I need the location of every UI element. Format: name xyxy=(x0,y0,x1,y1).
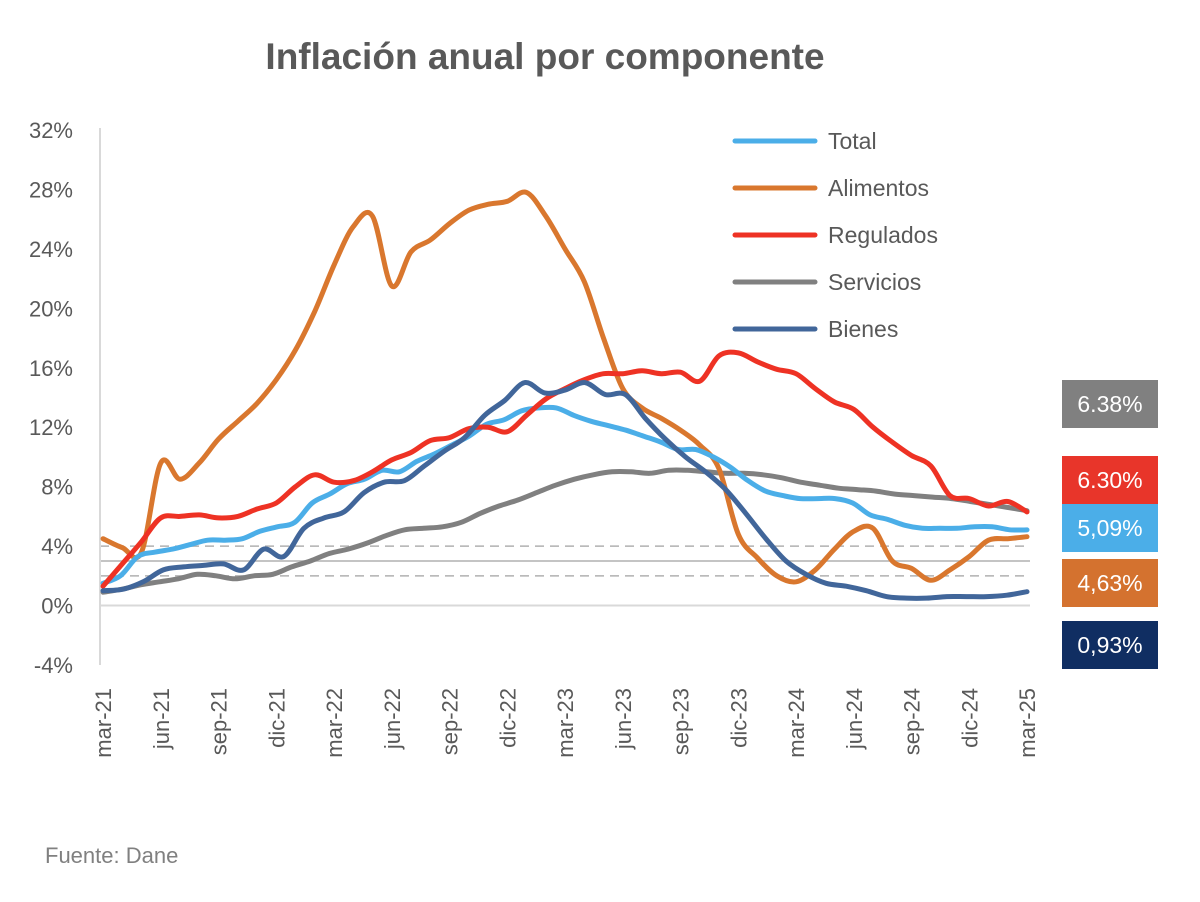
legend: Total Alimentos Regulados Servicios Bienes xyxy=(732,128,938,342)
y-axis-ticks: -4% 0% 4% 8% 12% 16% 20% 24% 28% 32% xyxy=(29,118,73,678)
y-tick-label: 24% xyxy=(29,237,73,262)
legend-label-servicios: Servicios xyxy=(828,269,921,295)
source-note: Fuente: Dane xyxy=(45,843,179,868)
x-tick-label: jun-23 xyxy=(611,688,636,750)
legend-label-alimentos: Alimentos xyxy=(828,175,929,201)
y-tick-label: 12% xyxy=(29,415,73,440)
x-tick-label: dic-21 xyxy=(264,688,289,748)
end-label-bienes: 0,93% xyxy=(1062,621,1158,669)
x-tick-label: dic-22 xyxy=(495,688,520,748)
x-tick-label: sep-22 xyxy=(438,688,463,755)
x-tick-label: sep-24 xyxy=(900,688,925,755)
y-tick-label: 28% xyxy=(29,177,73,202)
x-tick-label: mar-21 xyxy=(91,688,116,758)
y-tick-label: 0% xyxy=(41,594,73,619)
x-tick-label: dic-23 xyxy=(726,688,751,748)
x-tick-label: jun-22 xyxy=(380,688,405,750)
x-tick-label: mar-25 xyxy=(1015,688,1040,758)
x-tick-label: mar-22 xyxy=(322,688,347,758)
series-lines xyxy=(100,189,1030,601)
legend-label-regulados: Regulados xyxy=(828,222,938,248)
end-label-alimentos: 4,63% xyxy=(1062,559,1158,607)
end-label-regulados: 6.30% xyxy=(1062,456,1158,504)
x-tick-label: sep-23 xyxy=(669,688,694,755)
x-tick-label: jun-24 xyxy=(842,688,867,750)
x-tick-label: dic-24 xyxy=(957,688,982,748)
series-line-bienes xyxy=(100,380,1030,601)
x-tick-label: sep-21 xyxy=(207,688,232,755)
x-tick-label: jun-21 xyxy=(149,688,174,750)
y-tick-label: 8% xyxy=(41,475,73,500)
series-line-alimentos xyxy=(100,189,1030,585)
x-tick-label: mar-24 xyxy=(784,688,809,758)
end-label-servicios: 6.38% xyxy=(1062,380,1158,428)
series-line-servicios xyxy=(100,467,1030,595)
legend-label-total: Total xyxy=(828,128,877,154)
x-tick-label: mar-23 xyxy=(553,688,578,758)
y-tick-label: 20% xyxy=(29,296,73,321)
y-tick-label: -4% xyxy=(34,653,73,678)
y-tick-label: 4% xyxy=(41,534,73,559)
x-axis-ticks: mar-21 jun-21 sep-21 dic-21 mar-22 jun-22 sep-… xyxy=(91,688,1040,758)
legend-label-bienes: Bienes xyxy=(828,316,898,342)
y-tick-label: 16% xyxy=(29,356,73,381)
y-tick-label: 32% xyxy=(29,118,73,143)
end-label-total: 5,09% xyxy=(1062,504,1158,552)
chart-title: Inflación anual por componente xyxy=(265,36,825,77)
series-line-total xyxy=(100,404,1030,586)
